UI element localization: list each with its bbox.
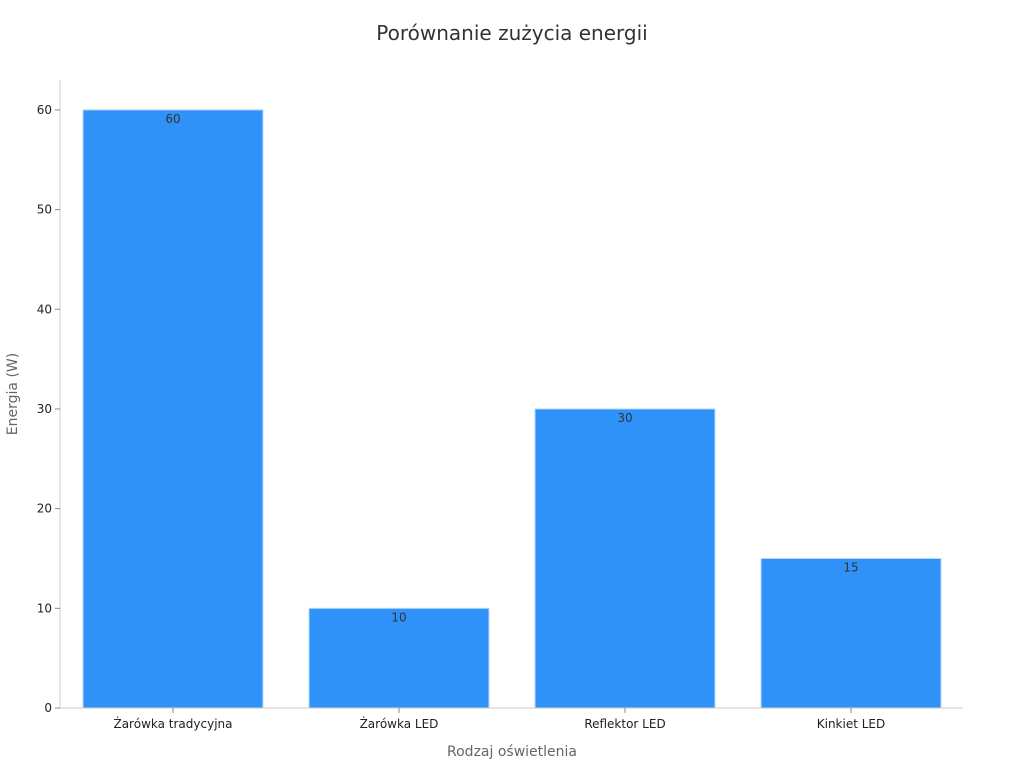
y-tick-label: 10 [37,601,52,615]
bar-value-label: 10 [391,610,406,624]
x-axis-title: Rodzaj oświetlenia [447,744,577,760]
x-tick-label: Żarówka LED [360,716,439,731]
y-tick-label: 20 [37,502,52,516]
y-tick-label: 40 [37,302,52,316]
bar [308,607,490,709]
y-ticks-layer: 0 10 20 30 40 50 60 [37,103,60,715]
data-labels-layer: 60 10 30 15 [165,112,858,624]
bar-value-label: 60 [165,112,180,126]
x-tick-label: Żarówka tradycyjna [113,716,232,731]
bar [760,557,942,709]
y-tick-label: 30 [37,402,52,416]
y-tick-label: 50 [37,203,52,217]
y-tick-label: 60 [37,103,52,117]
x-tick-label: Kinkiet LED [817,717,886,731]
bar-value-label: 30 [617,411,632,425]
x-ticks-layer: Żarówka tradycyjna Żarówka LED Reflektor L… [113,708,885,731]
chart-title: Porównanie zużycia energii [376,21,647,45]
bar [534,408,716,709]
bars-layer [82,109,942,709]
bar [82,109,264,709]
bar-value-label: 15 [843,560,858,574]
y-axis-title: Energia (W) [5,353,21,435]
y-tick-label: 0 [44,701,52,715]
x-tick-label: Reflektor LED [584,717,665,731]
